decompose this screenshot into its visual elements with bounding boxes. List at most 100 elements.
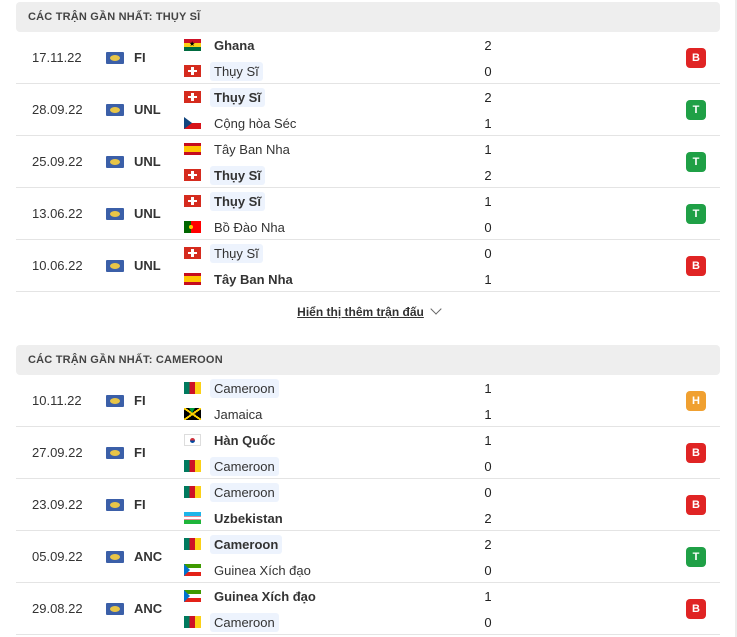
home-team[interactable]: Thụy Sĩ [184,243,263,263]
match-date: 13.06.22 [32,206,83,221]
match-date: 27.09.22 [32,445,83,460]
chevron-down-icon [430,303,442,315]
competition-icon [106,208,124,220]
away-team[interactable]: Guinea Xích đạo [184,560,315,580]
away-score: 1 [484,272,492,287]
cameroon-flag-icon [184,616,201,628]
home-score: 2 [484,38,492,53]
away-team[interactable]: Cameroon [184,612,279,632]
spain-flag-icon [184,273,201,285]
away-team-name[interactable]: Tây Ban Nha [214,271,293,287]
home-team-name[interactable]: Hàn Quốc [214,432,276,448]
home-team-name[interactable]: Guinea Xích đạo [214,588,316,604]
away-team-name[interactable]: Bồ Đào Nha [214,219,285,235]
korea-flag-icon [184,434,201,446]
away-team[interactable]: Bồ Đào Nha [184,217,289,237]
portugal-flag-icon [184,221,201,233]
competition-icon [106,156,124,168]
away-team-name[interactable]: Cameroon [210,456,279,476]
show-more-button[interactable]: Hiển thị thêm trận đấu [0,303,737,319]
match-row[interactable]: 27.09.22 FI Hàn Quốc Cameroon 1 0 B [16,427,720,479]
away-team-name[interactable]: Guinea Xích đạo [214,562,311,578]
match-row[interactable]: 13.06.22 UNL Thụy Sĩ Bồ Đào Nha 1 0 T [16,188,720,240]
home-score: 1 [484,194,492,209]
match-date: 10.11.22 [32,393,82,408]
home-team-name[interactable]: Thụy Sĩ [210,243,263,263]
match-date: 10.06.22 [32,258,83,273]
result-badge: B [686,599,706,619]
away-score: 2 [484,168,492,183]
result-badge: B [686,48,706,68]
result-badge: T [686,100,706,120]
section-header: CÁC TRẬN GẦN NHẤT: THỤY SĨ [16,2,720,32]
home-team-name[interactable]: Thụy Sĩ [210,191,265,211]
home-score: 2 [484,90,492,105]
away-team[interactable]: Jamaica [184,404,266,424]
away-team-name[interactable]: Thụy Sĩ [210,61,263,81]
competition-icon [106,447,124,459]
match-row[interactable]: 29.08.22 ANC Guinea Xích đạo Cameroon 1 … [16,583,720,635]
eqguinea-flag-icon [184,564,201,576]
home-score: 1 [484,142,492,157]
away-team[interactable]: Cộng hòa Séc [184,113,300,133]
result-badge: B [686,495,706,515]
home-team[interactable]: Cameroon [184,534,283,554]
home-team[interactable]: Tây Ban Nha [184,139,294,159]
home-team-name[interactable]: Thụy Sĩ [210,87,265,107]
competition-icon [106,395,124,407]
away-team[interactable]: Thụy Sĩ [184,61,263,81]
away-score: 0 [484,563,492,578]
away-team[interactable]: Tây Ban Nha [184,269,297,289]
cameroon-flag-icon [184,538,201,550]
jamaica-flag-icon [184,408,201,420]
competition-code: UNL [134,154,161,169]
match-row[interactable]: 05.09.22 ANC Cameroon Guinea Xích đạo 2 … [16,531,720,583]
home-team-name[interactable]: Ghana [214,37,255,53]
away-team-name[interactable]: Jamaica [214,406,263,422]
match-row[interactable]: 28.09.22 UNL Thụy Sĩ Cộng hòa Séc 2 1 T [16,84,720,136]
home-score: 0 [484,485,492,500]
swiss-flag-icon [184,195,201,207]
swiss-flag-icon [184,91,201,103]
match-row[interactable]: 23.09.22 FI Cameroon Uzbekistan 0 2 B [16,479,720,531]
away-score: 0 [484,615,492,630]
home-team-name[interactable]: Tây Ban Nha [214,141,290,157]
eqguinea-flag-icon [184,590,201,602]
competition-code: FI [134,497,146,512]
home-team[interactable]: Ghana [184,35,258,55]
home-score: 1 [484,433,492,448]
home-team[interactable]: Hàn Quốc [184,430,279,450]
swiss-flag-icon [184,169,201,181]
away-team-name[interactable]: Cộng hòa Séc [214,115,297,131]
home-team[interactable]: Cameroon [184,378,279,398]
home-team[interactable]: Guinea Xích đạo [184,586,320,606]
home-team[interactable]: Thụy Sĩ [184,191,265,211]
competition-code: FI [134,445,146,460]
uzbek-flag-icon [184,512,201,524]
result-badge: B [686,256,706,276]
cameroon-flag-icon [184,460,201,472]
away-team-name[interactable]: Thụy Sĩ [210,165,265,185]
away-team-name[interactable]: Uzbekistan [214,510,283,526]
competition-code: UNL [134,206,161,221]
match-date: 29.08.22 [32,601,83,616]
home-team-name[interactable]: Cameroon [210,378,279,398]
competition-code: UNL [134,258,161,273]
page-edge [735,0,737,637]
match-row[interactable]: 17.11.22 FI Ghana Thụy Sĩ 2 0 B [16,32,720,84]
away-team[interactable]: Uzbekistan [184,508,287,528]
match-row[interactable]: 10.06.22 UNL Thụy Sĩ Tây Ban Nha 0 1 B [16,240,720,292]
ghana-flag-icon [184,39,201,51]
home-team-name[interactable]: Cameroon [210,482,279,502]
home-team[interactable]: Thụy Sĩ [184,87,265,107]
match-row[interactable]: 25.09.22 UNL Tây Ban Nha Thụy Sĩ 1 2 T [16,136,720,188]
show-more-label[interactable]: Hiển thị thêm trận đấu [297,305,424,319]
home-team-name[interactable]: Cameroon [210,534,283,554]
competition-icon [106,104,124,116]
away-team[interactable]: Thụy Sĩ [184,165,265,185]
away-team-name[interactable]: Cameroon [210,612,279,632]
home-team[interactable]: Cameroon [184,482,279,502]
match-row[interactable]: 10.11.22 FI Cameroon Jamaica 1 1 H [16,375,720,427]
away-team[interactable]: Cameroon [184,456,279,476]
home-score: 1 [484,381,492,396]
